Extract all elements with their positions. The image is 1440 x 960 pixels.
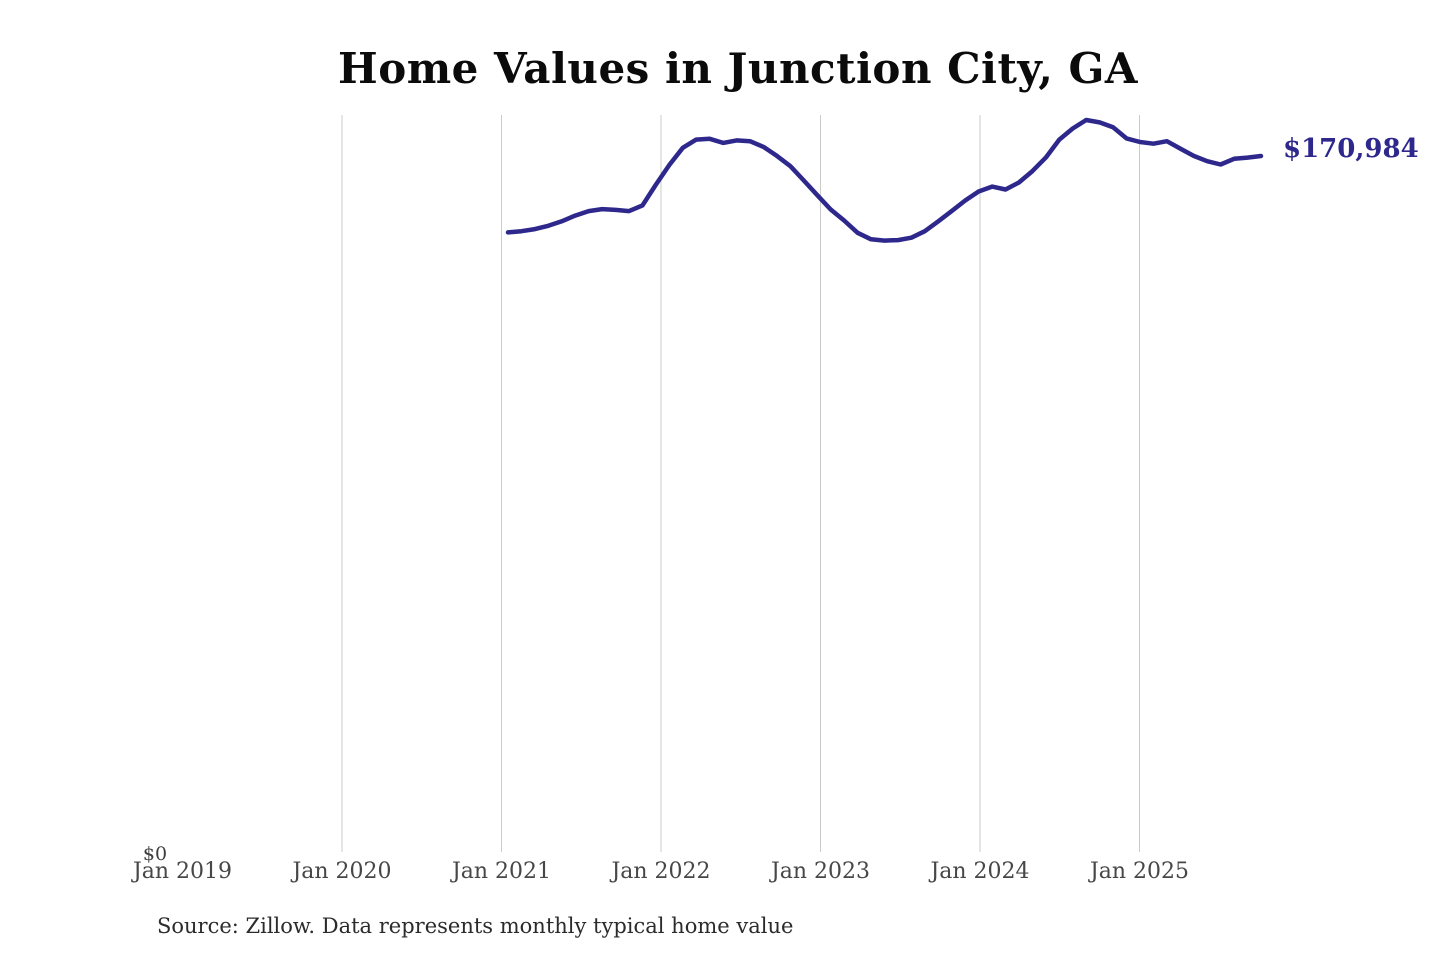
chart-title: Home Values in Junction City, GA [338,44,1138,93]
x-tick-label: Jan 2022 [611,859,711,884]
x-tick-label: Jan 2021 [451,859,552,884]
x-tick-label: Jan 2019 [132,859,233,884]
y-axis-zero-label: $0 [142,843,168,865]
x-tick-label: Jan 2025 [1089,859,1190,884]
source-note: Source: Zillow. Data represents monthly … [157,914,794,938]
home-value-line [505,117,1264,243]
latest-value-label: $170,984 [1283,134,1419,164]
x-tick-label: Jan 2024 [930,859,1030,884]
x-tick-label: Jan 2023 [770,859,871,884]
x-tick-label: Jan 2020 [292,859,392,884]
